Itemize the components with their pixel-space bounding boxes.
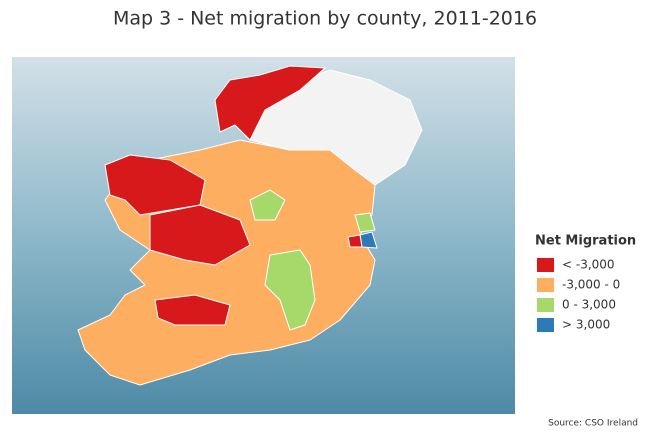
county-region — [354, 212, 376, 233]
legend-title: Net Migration — [535, 234, 636, 249]
legend-label: 0 - 3,000 — [562, 298, 616, 312]
legend-swatch — [537, 318, 554, 332]
county-region — [264, 249, 316, 331]
legend-swatch — [537, 278, 554, 292]
county-region — [149, 204, 251, 266]
legend: Net Migration < -3,000 -3,000 - 0 0 - 3,00… — [535, 234, 636, 332]
county-region — [214, 65, 326, 141]
island — [77, 65, 423, 386]
county-region — [154, 294, 231, 326]
county-region — [249, 189, 286, 221]
legend-swatch — [537, 258, 554, 272]
source-note: Source: CSO Ireland — [548, 419, 638, 429]
map-title: Map 3 - Net migration by county, 2011-20… — [113, 8, 537, 30]
legend-label: -3,000 - 0 — [562, 278, 620, 292]
legend-label: < -3,000 — [562, 258, 615, 272]
legend-swatch — [537, 298, 554, 312]
county-region — [347, 234, 363, 248]
legend-label: > 3,000 — [562, 318, 610, 332]
